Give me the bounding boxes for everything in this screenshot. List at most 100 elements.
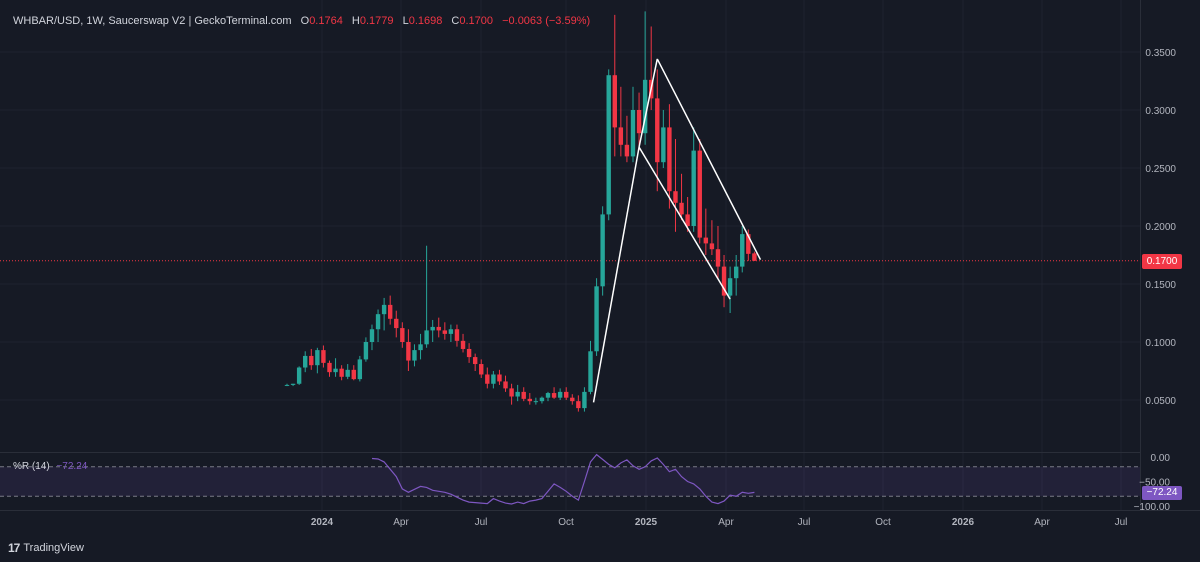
- candle-body: [351, 369, 356, 380]
- x-tick-label: Apr: [393, 517, 409, 528]
- candle: [715, 226, 721, 279]
- candle: [491, 371, 496, 389]
- brand-name: TradingView: [23, 542, 84, 554]
- candle: [727, 266, 733, 313]
- candle-body: [588, 351, 593, 392]
- candle-body: [339, 368, 344, 377]
- candle-body: [740, 234, 745, 267]
- candle-body: [448, 329, 454, 334]
- candle-body: [521, 391, 526, 399]
- x-tick-label: Oct: [558, 517, 574, 528]
- candle: [630, 86, 636, 163]
- candle: [497, 369, 502, 385]
- tradingview-brand[interactable]: 17 TradingView: [8, 541, 84, 555]
- candle: [430, 319, 435, 342]
- candle: [387, 295, 393, 325]
- candle: [551, 387, 557, 399]
- indicator-header: %R (14) −72.24: [13, 461, 87, 472]
- candle: [284, 383, 290, 387]
- candle-body: [497, 374, 502, 382]
- candle: [636, 92, 642, 151]
- x-tick-label: Apr: [718, 517, 734, 528]
- close-value: 0.1700: [459, 15, 494, 27]
- open-value: 0.1764: [309, 15, 343, 27]
- candle: [642, 11, 648, 145]
- candle-body: [509, 388, 514, 397]
- candle-body: [624, 144, 630, 157]
- high-label: H: [351, 15, 360, 27]
- indicator-line: [371, 453, 755, 505]
- candle-body: [533, 401, 539, 403]
- candle-body: [363, 342, 369, 360]
- candle-body: [545, 393, 551, 398]
- candle: [697, 139, 702, 244]
- y-tick-label: 0.3000: [1145, 106, 1176, 117]
- candle-body: [381, 304, 387, 315]
- candle-body: [284, 384, 290, 386]
- candle-body: [430, 326, 435, 331]
- candle-body: [752, 253, 757, 261]
- candle: [321, 345, 326, 368]
- candle-body: [369, 329, 375, 342]
- candle-body: [357, 359, 363, 380]
- candle-body: [394, 318, 399, 329]
- candle: [582, 387, 587, 412]
- symbol-label: WHBAR/USD, 1W, Saucerswap V2 | GeckoTerm…: [13, 15, 292, 27]
- candle-body: [296, 367, 302, 384]
- candle-body: [691, 150, 696, 226]
- y-tick-label: 0.3500: [1145, 48, 1176, 59]
- candle: [381, 297, 387, 331]
- candle-body: [485, 374, 490, 384]
- candle: [466, 343, 472, 363]
- indicator-value-tag: −72.24: [1142, 486, 1182, 500]
- candle-body: [557, 391, 563, 398]
- candle-body: [636, 110, 642, 134]
- candle-body: [703, 237, 709, 244]
- candle-body: [454, 329, 460, 341]
- candle-body: [697, 150, 702, 238]
- candle: [661, 110, 666, 168]
- candle: [472, 353, 478, 371]
- last-price-tag: 0.1700: [1142, 254, 1182, 269]
- close-label: C: [451, 15, 460, 27]
- candle: [479, 359, 484, 378]
- indicator-tick-label: −50.00: [1139, 478, 1170, 489]
- candle-body: [315, 350, 320, 366]
- candle: [424, 245, 429, 348]
- candle: [369, 324, 375, 351]
- x-tick-label: 2024: [311, 517, 334, 528]
- candle: [570, 394, 575, 405]
- y-tick-label: 0.2500: [1145, 164, 1176, 175]
- candle: [442, 322, 448, 340]
- candle-body: [582, 391, 587, 409]
- candle-body: [673, 191, 678, 203]
- candle: [315, 347, 320, 374]
- low-value: 0.1698: [408, 15, 443, 27]
- candle: [588, 340, 593, 395]
- candle: [448, 324, 454, 342]
- tradingview-logo-icon: 17: [8, 541, 20, 555]
- pattern-trendline: [638, 146, 731, 300]
- candle: [691, 127, 696, 232]
- candle: [594, 278, 599, 356]
- candle-body: [424, 330, 429, 345]
- y-tick-label: 0.1500: [1145, 280, 1176, 291]
- candle-body: [290, 383, 296, 385]
- candle-body: [418, 344, 423, 351]
- candle: [412, 344, 417, 367]
- candle-body: [606, 75, 611, 215]
- candle: [545, 391, 551, 402]
- x-tick-label: Jul: [798, 517, 811, 528]
- x-tick-label: Jul: [1115, 517, 1128, 528]
- candle: [685, 197, 690, 232]
- candle: [290, 383, 296, 387]
- candle-body: [309, 355, 314, 366]
- change-value: −0.0063 (−3.59%): [502, 15, 591, 27]
- candle-body: [667, 127, 672, 192]
- candle-body: [491, 374, 496, 384]
- candle-body: [327, 362, 332, 373]
- candle-body: [709, 243, 715, 250]
- candle: [618, 86, 624, 157]
- pattern-trendline: [592, 146, 640, 403]
